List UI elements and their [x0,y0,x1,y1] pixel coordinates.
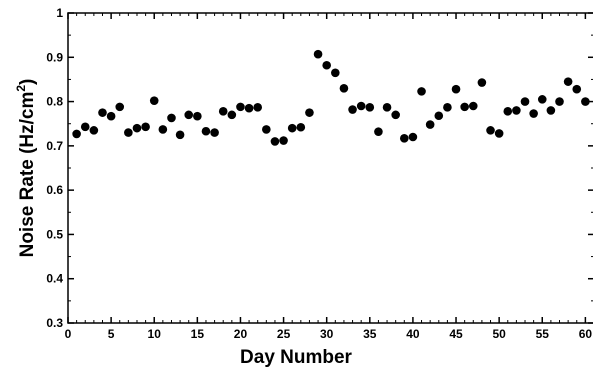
data-point [227,110,237,120]
data-point [382,103,392,112]
x-tick-label: 30 [320,327,334,341]
data-point [175,130,185,140]
data-point [322,60,331,70]
x-tick-label: 60 [579,327,593,341]
data-point [98,108,107,117]
data-point [374,127,383,136]
x-axis-ticks: 0 5 10 15 20 25 30 35 40 45 50 55 60 [65,13,593,341]
data-point [158,125,168,134]
data-point [425,120,435,129]
data-point [296,122,306,132]
x-tick-label: 20 [234,327,248,341]
data-point [106,111,116,121]
data-point [391,110,400,120]
data-point [356,101,366,111]
data-point [563,77,573,86]
data-point [494,129,504,138]
data-point [408,132,418,142]
data-point [443,103,452,112]
data-point [193,111,202,121]
data-point [124,128,133,137]
x-tick-label: 50 [492,327,506,341]
data-point [503,107,513,116]
x-tick-label: 15 [191,327,205,341]
data-point [305,108,314,117]
x-tick-label: 45 [449,327,463,341]
data-point [451,84,461,94]
data-point [399,134,409,143]
y-axis-title-close: ) [17,79,38,85]
data-point [348,105,357,114]
data-point [572,84,582,94]
x-tick-label: 40 [406,327,420,341]
data-point [537,95,547,104]
y-tick-label: 1 [56,6,63,20]
data-point [555,97,564,106]
x-tick-label: 0 [65,327,72,341]
data-point [529,109,538,118]
x-tick-label: 5 [108,327,115,341]
data-point [80,122,90,132]
data-points [72,49,590,146]
data-point [89,126,99,135]
data-point [313,49,323,59]
data-point [141,122,150,132]
data-point [236,102,245,112]
data-point [218,107,228,116]
x-tick-label: 25 [277,327,291,341]
data-point [149,96,159,105]
data-point [460,102,469,112]
data-point [365,103,375,112]
data-point [115,102,125,112]
y-axis-title: Noise Rate (Hz/cm2) [14,79,38,258]
data-point [477,78,487,87]
data-point [244,103,254,113]
data-point [512,106,521,115]
data-point [184,110,194,120]
data-point [486,126,495,135]
data-point [434,111,444,121]
y-tick-label: 0.4 [46,272,63,286]
data-point [331,68,340,78]
data-point [279,136,288,145]
y-tick-label: 0.7 [46,139,63,153]
y-tick-label: 0.6 [46,183,63,197]
y-axis-title-superscript: 2 [14,85,28,92]
x-tick-label: 10 [148,327,162,341]
y-tick-label: 0.8 [46,95,63,109]
data-point [339,83,349,93]
y-tick-label: 0.5 [46,227,63,241]
data-point [201,126,211,136]
data-point [72,129,81,139]
data-point [468,101,478,111]
data-point [546,106,556,115]
data-point [581,97,590,106]
y-axis-title-main: Noise Rate (Hz/cm [17,92,38,258]
data-point [167,113,176,123]
data-point [262,125,271,134]
data-point [270,137,280,146]
data-point [132,123,142,133]
data-point [520,97,530,106]
data-point [417,87,426,96]
x-tick-label: 55 [536,327,550,341]
x-tick-label: 35 [363,327,377,341]
data-point [287,123,297,133]
y-tick-label: 0.3 [46,316,63,330]
y-tick-label: 0.9 [46,50,63,64]
plot-area [67,12,593,324]
data-point [253,103,263,112]
y-axis-ticks: 0.3 0.4 0.5 0.6 0.7 0.8 0.9 1 [46,6,593,330]
x-axis-title: Day Number [240,347,353,368]
data-point [210,128,219,137]
